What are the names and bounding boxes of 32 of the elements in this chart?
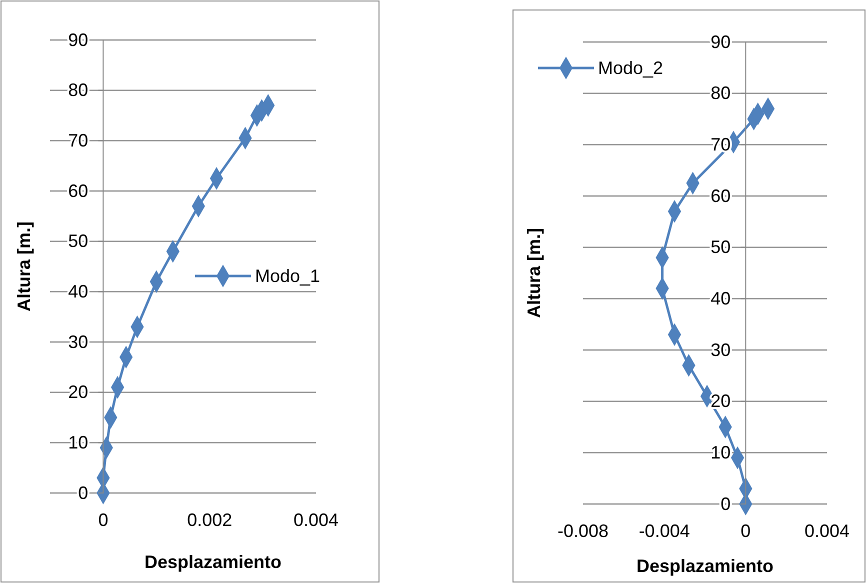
- legend-label: Modo_1: [255, 266, 320, 286]
- y-tick-label: 50: [68, 231, 88, 252]
- y-tick-label: 60: [710, 186, 731, 206]
- y-tick-label: 10: [68, 432, 88, 452]
- y-tick-label: 70: [68, 130, 88, 150]
- y-tick-label: 20: [710, 391, 731, 412]
- y-tick-label: 90: [68, 30, 88, 50]
- y-tick-label: 80: [68, 80, 88, 100]
- y-tick-label: 20: [68, 382, 88, 402]
- x-tick-label: 0.004: [293, 510, 339, 530]
- y-tick-label: 30: [68, 332, 88, 352]
- y-tick-label: 80: [710, 83, 731, 104]
- y-tick-label: 90: [710, 32, 731, 52]
- y-tick-label: 10: [710, 442, 731, 462]
- y-tick-label: 40: [710, 288, 731, 308]
- x-tick-label: 0: [740, 520, 751, 541]
- x-axis-title: Desplazamiento: [636, 556, 774, 576]
- x-tick-label: 0.002: [187, 510, 232, 530]
- x-tick-label: 0: [98, 510, 108, 530]
- y-tick-label: 0: [720, 494, 731, 514]
- y-tick-label: 50: [710, 237, 731, 258]
- y-axis-title: Altura [m.]: [524, 228, 544, 318]
- x-tick-label: -0.008: [557, 520, 609, 541]
- legend-label: Modo_2: [598, 58, 664, 78]
- y-tick-label: 60: [68, 180, 88, 201]
- x-axis-title: Desplazamiento: [144, 552, 282, 572]
- x-tick-label: 0.004: [804, 520, 850, 541]
- x-tick-label: -0.004: [638, 520, 690, 541]
- y-tick-label: 0: [78, 482, 88, 503]
- y-axis-title: Altura [m.]: [14, 222, 34, 312]
- y-tick-label: 30: [710, 340, 731, 360]
- y-tick-label: 40: [68, 281, 88, 302]
